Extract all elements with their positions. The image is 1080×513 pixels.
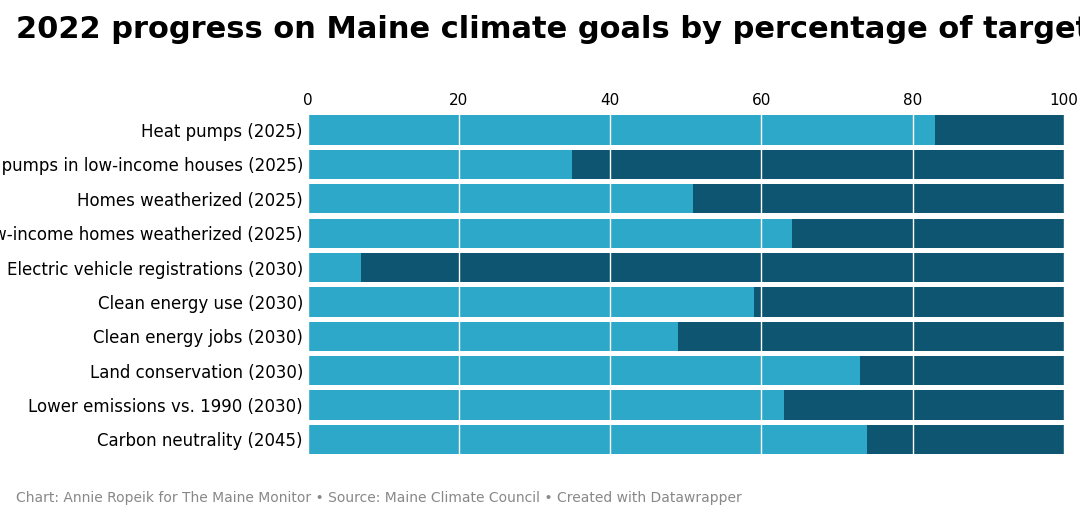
Text: 2022 progress on Maine climate goals by percentage of target: 2022 progress on Maine climate goals by …	[16, 15, 1080, 45]
Bar	[308, 219, 1064, 248]
Bar	[308, 115, 935, 145]
Bar	[308, 356, 860, 385]
Bar	[308, 390, 1064, 420]
Bar	[308, 150, 572, 179]
Bar	[308, 287, 1064, 317]
Bar	[308, 287, 754, 317]
Bar	[308, 115, 1064, 145]
Bar	[308, 219, 792, 248]
Bar	[308, 184, 693, 213]
Bar	[308, 184, 1064, 213]
Bar	[308, 253, 361, 282]
Bar	[308, 425, 867, 454]
Bar	[308, 425, 1064, 454]
Bar	[308, 322, 678, 351]
Bar	[308, 253, 1064, 282]
Bar	[308, 356, 1064, 385]
Text: Chart: Annie Ropeik for The Maine Monitor • Source: Maine Climate Council • Crea: Chart: Annie Ropeik for The Maine Monito…	[16, 491, 742, 505]
Bar	[308, 390, 784, 420]
Bar	[308, 150, 1064, 179]
Bar	[308, 322, 1064, 351]
